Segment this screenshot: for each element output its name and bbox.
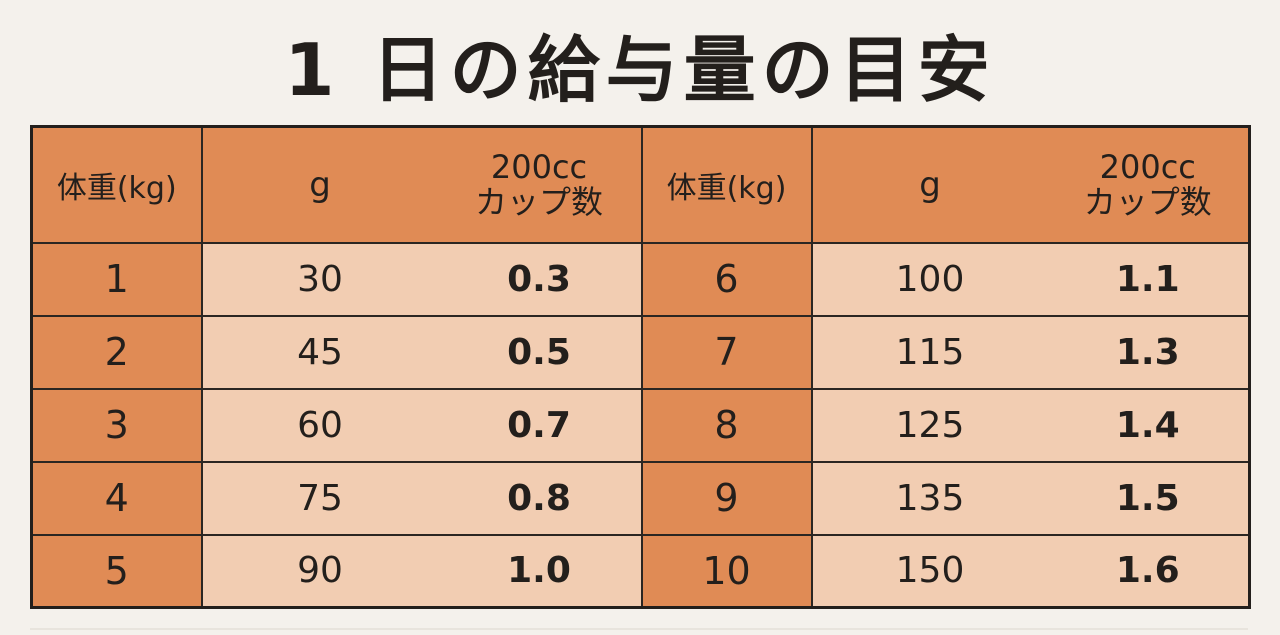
table-row: 1 30 0.3 6 100 1.1 — [30, 241, 1251, 317]
cups-cell: 0.7 — [437, 387, 643, 463]
cups-cell: 1.3 — [1047, 314, 1251, 390]
bottom-divider — [30, 628, 1248, 630]
weight-cell: 10 — [640, 533, 813, 609]
grams-cell: 125 — [810, 387, 1048, 463]
cups-cell: 1.0 — [437, 533, 643, 609]
grams-cell: 115 — [810, 314, 1048, 390]
header-cups-right: 200cc カップ数 — [1047, 125, 1251, 244]
grams-cell: 90 — [200, 533, 438, 609]
header-grams-right: g — [810, 125, 1048, 244]
grams-cell: 45 — [200, 314, 438, 390]
header-weight-left: 体重(kg) — [30, 125, 203, 244]
grams-cell: 100 — [810, 241, 1048, 317]
grams-cell: 150 — [810, 533, 1048, 609]
grams-cell: 135 — [810, 460, 1048, 536]
weight-cell: 9 — [640, 460, 813, 536]
weight-cell: 1 — [30, 241, 203, 317]
header-grams-left: g — [200, 125, 438, 244]
table-row: 3 60 0.7 8 125 1.4 — [30, 387, 1251, 463]
cups-cell: 1.5 — [1047, 460, 1251, 536]
grams-cell: 75 — [200, 460, 438, 536]
table-row: 5 90 1.0 10 150 1.6 — [30, 533, 1251, 609]
cups-cell: 1.1 — [1047, 241, 1251, 317]
weight-cell: 6 — [640, 241, 813, 317]
grams-cell: 60 — [200, 387, 438, 463]
table-row: 2 45 0.5 7 115 1.3 — [30, 314, 1251, 390]
weight-cell: 7 — [640, 314, 813, 390]
cups-cell: 0.3 — [437, 241, 643, 317]
cups-cell: 0.5 — [437, 314, 643, 390]
weight-cell: 3 — [30, 387, 203, 463]
header-cups-left: 200cc カップ数 — [437, 125, 643, 244]
header-cups-line1: 200cc — [490, 148, 588, 187]
weight-cell: 8 — [640, 387, 813, 463]
page-title: 1 日の給与量の目安 — [284, 28, 996, 112]
weight-cell: 5 — [30, 533, 203, 609]
header-cups-line2: カップ数 — [474, 182, 603, 221]
header-cups-line1: 200cc — [1099, 148, 1196, 187]
table-row: 4 75 0.8 9 135 1.5 — [30, 460, 1251, 536]
cups-cell: 1.6 — [1047, 533, 1251, 609]
cups-cell: 0.8 — [437, 460, 643, 536]
table-header-row: 体重(kg) g 200cc カップ数 体重(kg) g 200cc カップ数 — [30, 125, 1251, 244]
weight-cell: 4 — [30, 460, 203, 536]
header-weight-right: 体重(kg) — [640, 125, 813, 244]
grams-cell: 30 — [200, 241, 438, 317]
header-cups-line2: カップ数 — [1083, 182, 1212, 221]
feeding-amount-table: 体重(kg) g 200cc カップ数 体重(kg) g 200cc カップ数 … — [30, 125, 1251, 609]
cups-cell: 1.4 — [1047, 387, 1251, 463]
weight-cell: 2 — [30, 314, 203, 390]
